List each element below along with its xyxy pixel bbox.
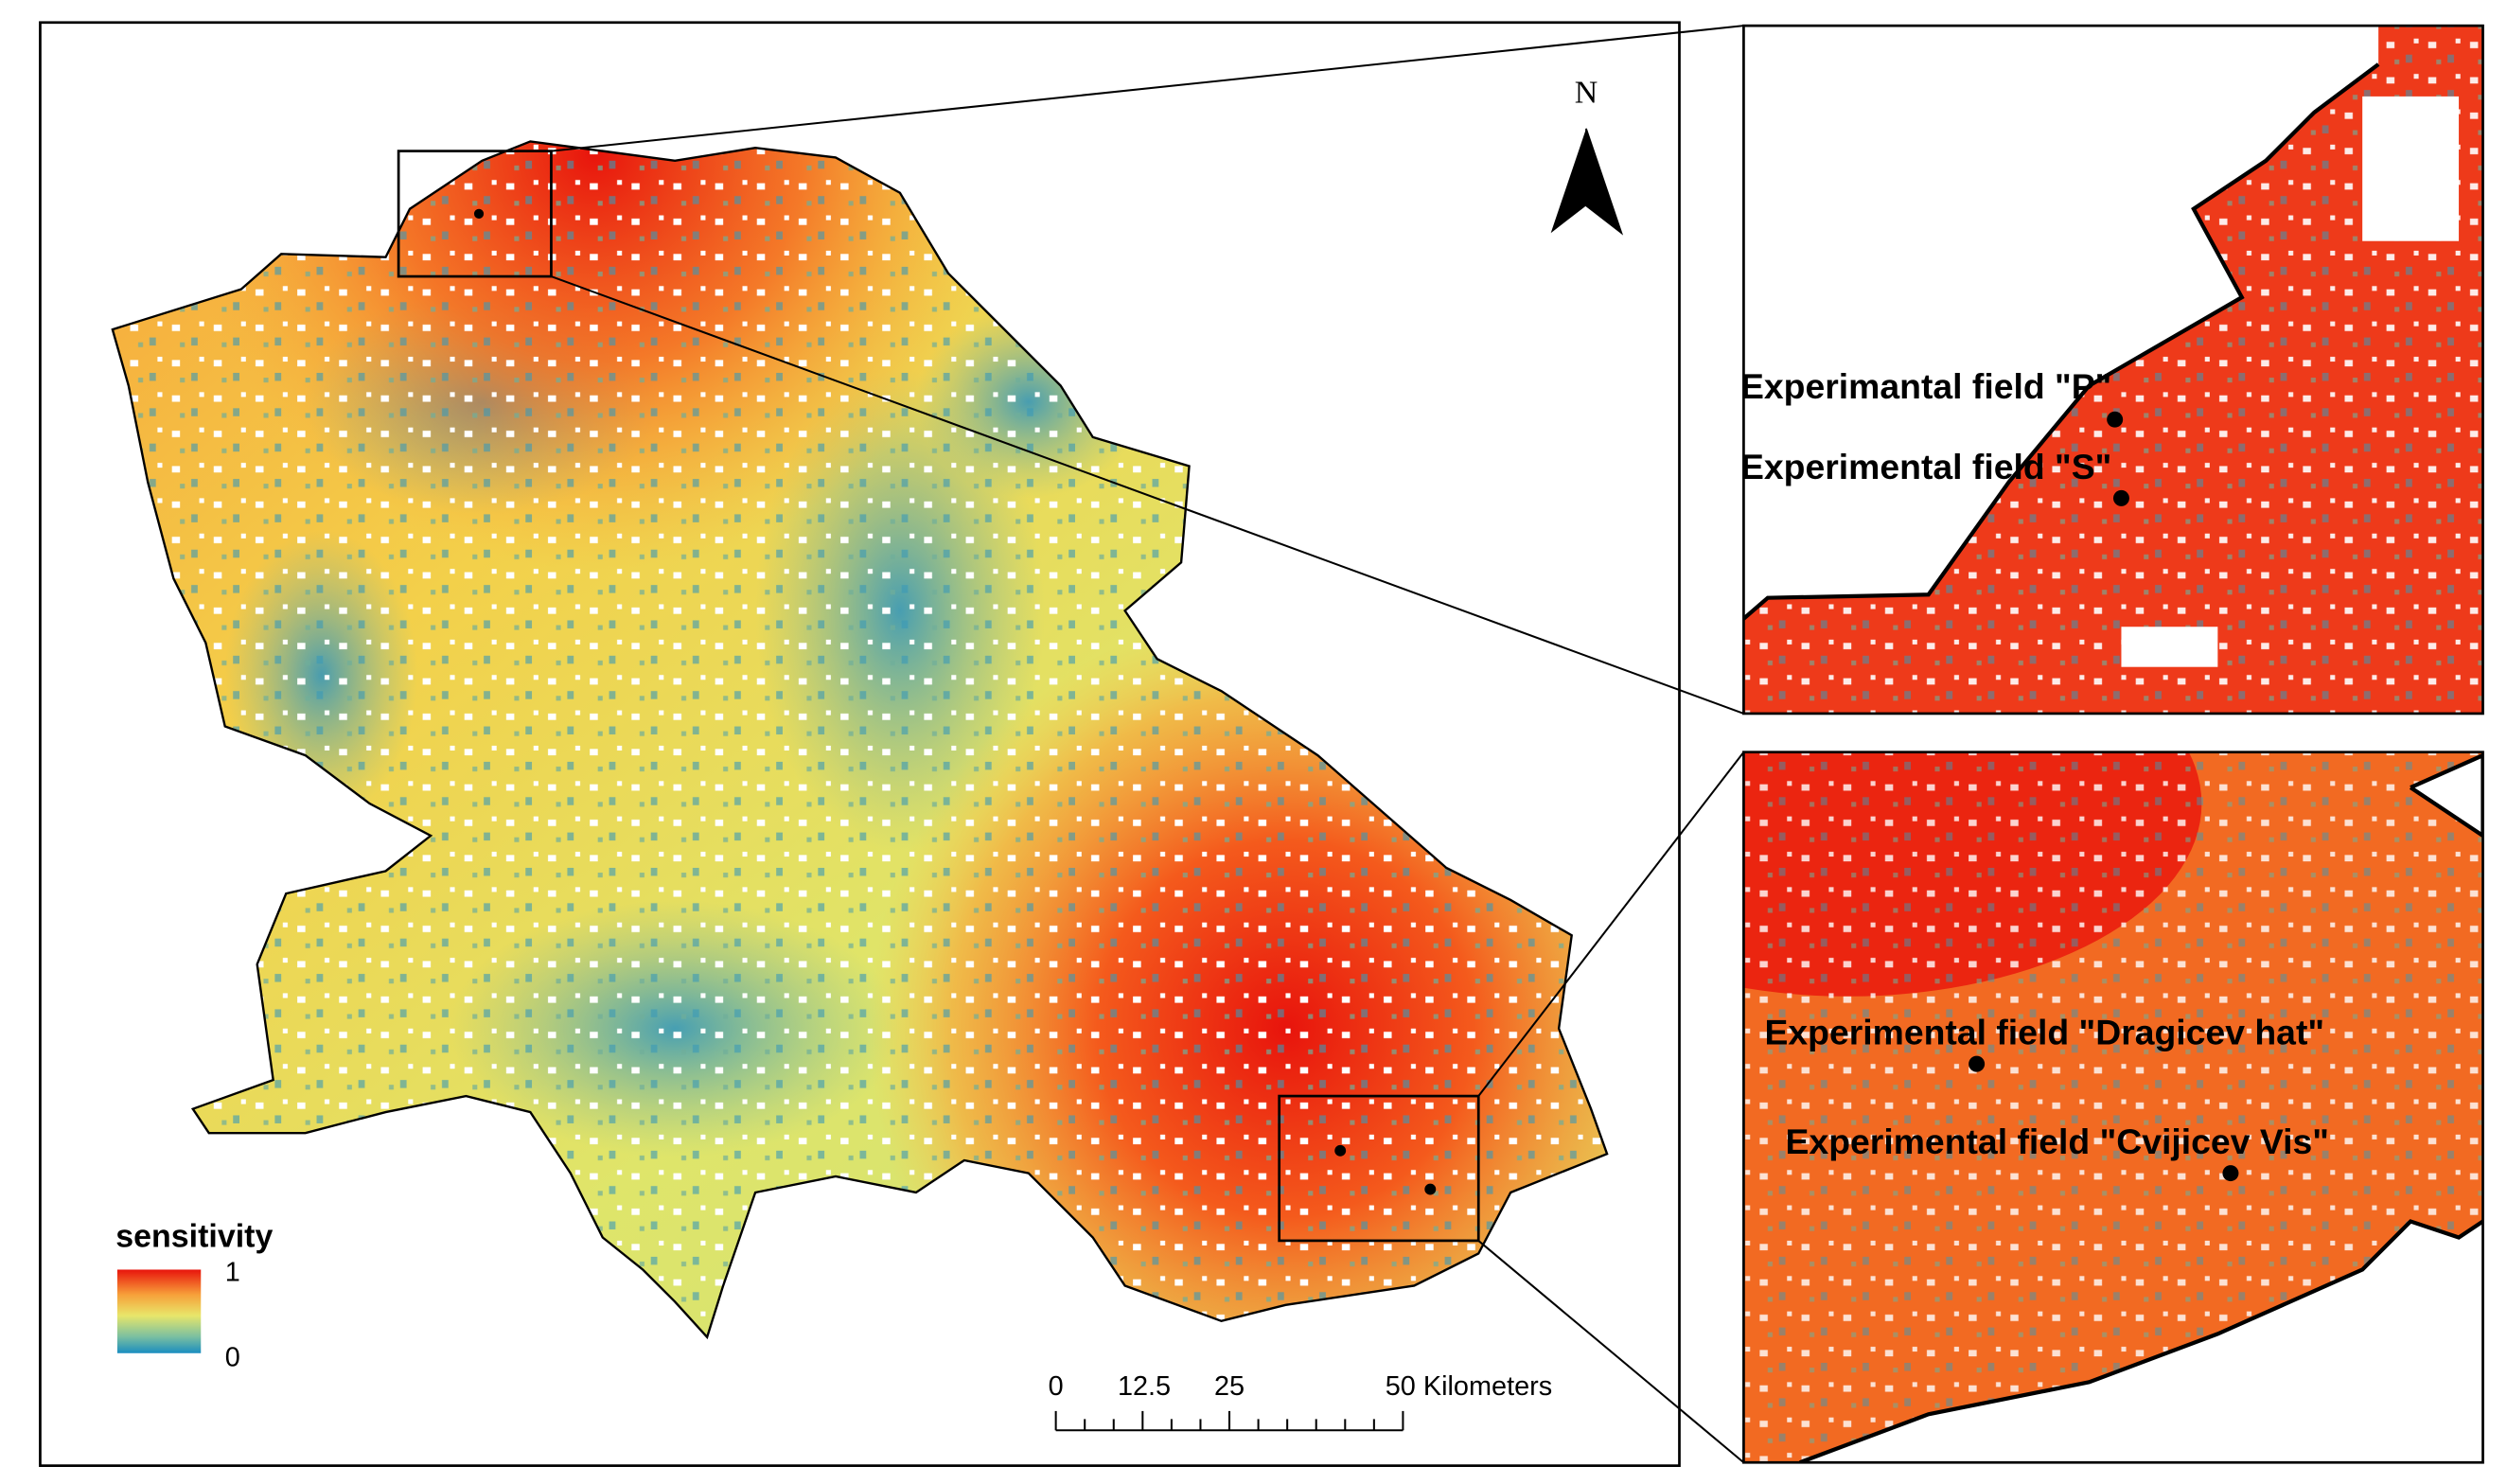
scale-label: 0 [1049,1371,1064,1402]
inset-frame [1742,24,2484,716]
region-boundary [1799,1219,2483,1463]
legend-ramp [116,1269,202,1353]
site-label: Experimantal field "P" [1740,366,2111,406]
site-dot [2112,489,2129,506]
site-label: Experimental field "S" [1740,447,2111,486]
zoom-box [397,150,553,278]
connector-line [1477,751,1745,1097]
region-boundary [111,140,1609,1340]
scale-label: 12.5 [1118,1371,1171,1402]
legend-max: 1 [225,1257,240,1287]
scale-label: 25 [1214,1371,1245,1402]
raster-texture [112,141,1608,1337]
map-frame [39,21,1681,1468]
site-dot [1334,1144,1347,1157]
region-boundary [2409,752,2483,839]
inset-frame [1742,751,2484,1464]
north-arrow [1585,128,1624,236]
legend-min: 0 [225,1342,240,1372]
outside-area [1799,1221,2483,1463]
connector-line [1477,1240,1745,1464]
outside-area [1743,26,2379,619]
connector-line [551,25,1744,152]
zoom-box [1278,1094,1480,1243]
site-dot [1424,1183,1437,1195]
site-label: Experimental field "Cvijicev Vis" [1786,1122,2329,1161]
no-data [2362,96,2460,241]
no-data [2121,627,2218,667]
scale-ticks [1054,1410,1404,1431]
north-label: N [1575,76,1598,111]
site-dot [2107,411,2124,428]
sensitivity-raster [112,141,1608,1337]
region-boundary [1743,62,2380,621]
north-arrow [1550,128,1587,234]
site-label: Experimental field "Dragicev hat" [1764,1013,2324,1052]
site-dot [2222,1165,2239,1182]
legend-title: sensitivity [115,1219,273,1255]
site-dot [1969,1055,1986,1072]
inset-map [1743,26,2483,714]
site-dot [473,208,485,219]
inset-map [1743,751,2483,1463]
connector-line [551,275,1744,715]
scale-bar: 0 12.5 25 50 Kilometers [1049,1371,1552,1432]
scale-label: 50 Kilometers [1386,1371,1552,1402]
outside-area [2410,755,2483,836]
